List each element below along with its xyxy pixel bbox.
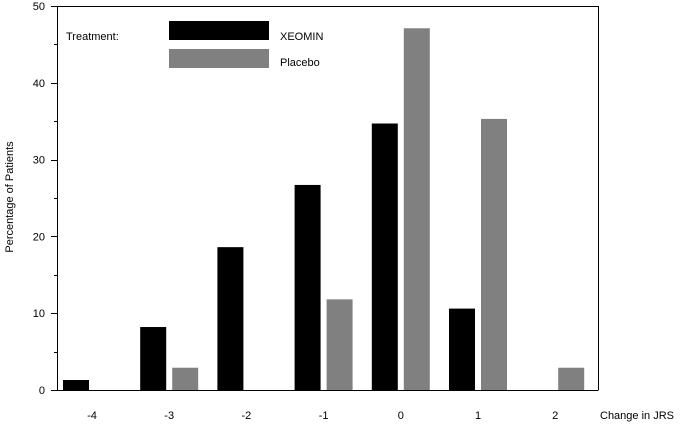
bar-placebo bbox=[403, 28, 430, 390]
x-tick-label: -1 bbox=[319, 410, 329, 422]
bar-xeomin bbox=[371, 123, 398, 390]
y-tick-label: 30 bbox=[33, 155, 45, 167]
bar-placebo bbox=[558, 367, 585, 390]
bar-placebo bbox=[481, 118, 507, 391]
y-ticks: 0 10 20 30 40 50 bbox=[33, 1, 57, 397]
x-tick-label: -4 bbox=[87, 410, 97, 422]
y-tick-label: 50 bbox=[33, 1, 45, 13]
y-tick-label: 20 bbox=[33, 231, 45, 243]
y-tick-label: 10 bbox=[33, 308, 45, 320]
x-tick-label: 1 bbox=[475, 410, 481, 422]
bar-placebo bbox=[172, 367, 199, 390]
x-tick-label: -3 bbox=[164, 410, 174, 422]
legend-swatch-xeomin bbox=[169, 21, 269, 40]
legend-title: Treatment: bbox=[66, 31, 119, 43]
bar-placebo bbox=[326, 299, 353, 390]
x-tick-label: 0 bbox=[398, 410, 404, 422]
legend: Treatment: XEOMIN Placebo bbox=[66, 21, 323, 69]
y-tick-label: 0 bbox=[39, 385, 45, 397]
y-axis-title: Percentage of Patients bbox=[4, 141, 16, 253]
bars-layer bbox=[63, 28, 585, 391]
legend-label-xeomin: XEOMIN bbox=[280, 31, 323, 43]
bar-xeomin bbox=[217, 247, 244, 390]
legend-swatch-placebo bbox=[169, 49, 269, 68]
bar-xeomin bbox=[140, 327, 167, 390]
y-tick-label: 40 bbox=[33, 78, 45, 90]
x-axis-title: Change in JRS bbox=[600, 410, 674, 422]
bar-xeomin bbox=[294, 184, 321, 390]
legend-label-placebo: Placebo bbox=[280, 57, 320, 69]
bar-xeomin bbox=[63, 380, 89, 390]
x-tick-label: -2 bbox=[242, 410, 252, 422]
axes-layer bbox=[57, 6, 599, 391]
x-tick-label: 2 bbox=[552, 410, 558, 422]
x-ticks: -4 -3 -2 -1 0 1 2 bbox=[87, 410, 558, 422]
bar-xeomin bbox=[449, 308, 475, 390]
